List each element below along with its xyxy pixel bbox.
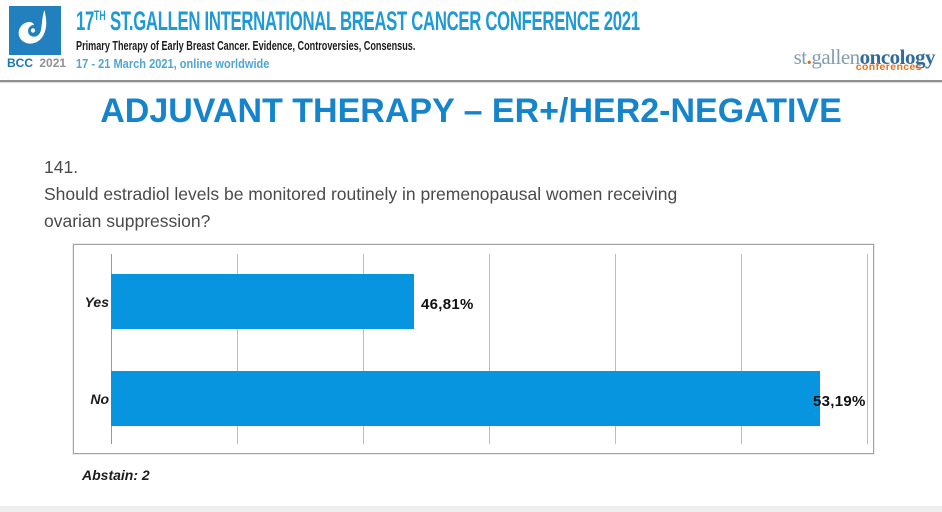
brand-oncology: oncology — [859, 45, 936, 69]
conference-title-rest: ST.GALLEN INTERNATIONAL BREAST CANCER CO… — [105, 6, 640, 36]
gridline — [740, 254, 742, 444]
y-axis-line — [111, 254, 112, 444]
stgallen-oncology-wordmark: st.gallenoncology — [793, 45, 936, 69]
drop-icon — [18, 10, 47, 44]
conference-title-ordinal: TH — [94, 7, 106, 23]
plot-area — [111, 254, 868, 444]
category-label-no: No — [90, 391, 109, 407]
brand-st: st — [793, 45, 808, 69]
question-block: 141. Should estradiol levels be monitore… — [44, 154, 677, 235]
abstain-note: Abstain: 2 — [82, 467, 150, 483]
bar-yes — [111, 274, 415, 329]
value-label-yes: 46,81% — [421, 296, 474, 313]
question-number: 141. — [44, 157, 79, 177]
conference-title: 17TH ST.GALLEN INTERNATIONAL BREAST CANC… — [76, 6, 640, 37]
header-divider — [0, 80, 942, 83]
gridline — [867, 254, 868, 444]
poll-results-chart: Yes No 46,81% 53,19% — [73, 244, 874, 454]
bar-no — [111, 371, 821, 426]
question-text-line1: Should estradiol levels be monitored rou… — [44, 184, 678, 204]
brand-conferences-label: conferences — [855, 61, 922, 73]
stgallen-oncology-logo: st.gallenoncology conferences — [793, 45, 936, 73]
conference-dates: 17 - 21 March 2021, online worldwide — [76, 56, 270, 71]
conference-subtitle: Primary Therapy of Early Breast Cancer. … — [76, 38, 416, 53]
conference-title-number: 17 — [76, 6, 95, 36]
bcc-logo-year: 2021 — [39, 56, 67, 70]
bcc-logo-text: BCC — [7, 56, 33, 70]
brand-dot: . — [806, 45, 812, 69]
gridline — [489, 254, 490, 444]
question-text-line2: ovarian suppression? — [44, 211, 211, 231]
bcc-logo-caption: BCC 2021 — [7, 56, 66, 70]
bcc-logo-mark — [9, 6, 61, 55]
slide-title: ADJUVANT THERAPY – ER+/HER2-NEGATIVE — [100, 92, 842, 130]
bottom-strip — [0, 506, 942, 512]
gridline — [237, 254, 238, 444]
gridline — [362, 254, 364, 444]
brand-gallen: gallen — [811, 45, 860, 69]
gridline — [615, 254, 616, 444]
category-label-yes: Yes — [84, 294, 109, 310]
value-label-no: 53,19% — [813, 393, 866, 410]
